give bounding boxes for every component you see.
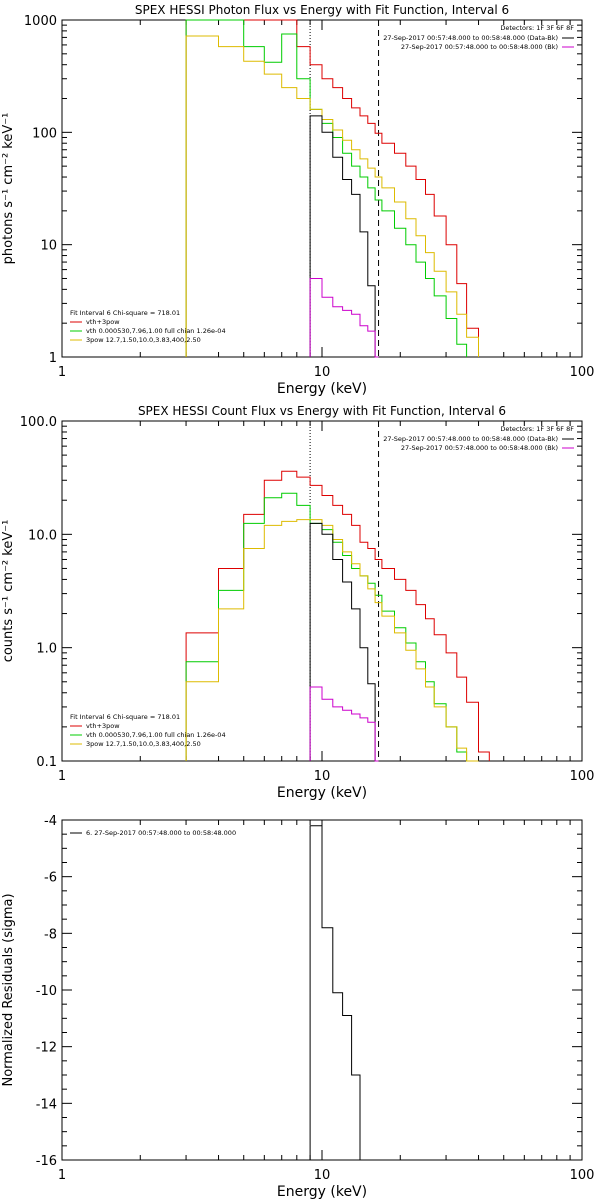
legend-fit-header: Fit Interval 6 Chi-square = 718.01 bbox=[70, 713, 180, 721]
legend-entry: 3pow 12.7,1.50,10.0,3.83,400,2.50 bbox=[86, 336, 201, 344]
y-tick-label: -12 bbox=[36, 1041, 57, 1056]
series-1-step-line bbox=[185, 19, 468, 357]
y-tick-label: 0.1 bbox=[36, 755, 57, 770]
panel-count-flux: SPEX HESSI Count Flux vs Energy with Fit… bbox=[1, 404, 594, 801]
series-2-step-line bbox=[185, 35, 479, 357]
y-tick-label: -8 bbox=[44, 927, 57, 942]
y-tick-label: 10.0 bbox=[28, 528, 57, 543]
x-tick-label: 1 bbox=[58, 769, 66, 784]
x-tick-label: 100 bbox=[570, 769, 595, 784]
series-3-step-line bbox=[309, 522, 379, 762]
y-axis-label: counts s⁻¹ cm⁻² keV⁻¹ bbox=[1, 520, 16, 663]
series-3-step-line bbox=[309, 115, 379, 358]
y-tick-label: 100 bbox=[32, 126, 57, 141]
legend-detectors: Detectors: 1F 3F 6F 8F bbox=[500, 24, 574, 32]
x-axis-label: Energy (keV) bbox=[277, 785, 367, 801]
y-tick-label: 100.0 bbox=[20, 415, 57, 430]
y-tick-label: 10 bbox=[40, 239, 57, 254]
series-4-step-line bbox=[309, 686, 379, 762]
y-tick-label: -16 bbox=[36, 1154, 57, 1169]
y-tick-label: -10 bbox=[36, 984, 57, 999]
y-tick-label: 1 bbox=[49, 351, 57, 366]
y-tick-label: -6 bbox=[44, 871, 57, 886]
x-tick-label: 100 bbox=[570, 365, 595, 380]
legend-entry: vth 0.000530,7.96,1.00 full chian 1.26e-… bbox=[86, 327, 226, 335]
legend-entry: vth+3pow bbox=[86, 318, 120, 326]
y-tick-label: 1.0 bbox=[36, 642, 57, 657]
x-tick-label: 10 bbox=[314, 769, 331, 784]
x-axis-label: Energy (keV) bbox=[277, 381, 367, 397]
y-axis-label: photons s⁻¹ cm⁻² keV⁻¹ bbox=[1, 113, 16, 265]
legend-fit-header: Fit Interval 6 Chi-square = 718.01 bbox=[70, 309, 180, 317]
series-2-step-line bbox=[185, 519, 479, 762]
legend-entry: 3pow 12.7,1.50,10.0,3.83,400,2.50 bbox=[86, 740, 201, 748]
x-tick-label: 10 bbox=[314, 365, 331, 380]
y-tick-label: 1000 bbox=[24, 14, 57, 29]
x-axis-label: Energy (keV) bbox=[277, 1184, 367, 1200]
chart-title: SPEX HESSI Photon Flux vs Energy with Fi… bbox=[135, 3, 509, 17]
y-axis-label: Normalized Residuals (sigma) bbox=[1, 893, 16, 1086]
series-0-step-line bbox=[185, 19, 479, 357]
legend-entry: 6. 27-Sep-2017 00:57:48.000 to 00:58:48.… bbox=[86, 829, 236, 837]
legend-entry: 27-Sep-2017 00:57:48.000 to 00:58:48.000… bbox=[401, 43, 558, 51]
y-tick-label: -14 bbox=[36, 1097, 57, 1112]
legend-entry: vth+3pow bbox=[86, 722, 120, 730]
legend-entry: 27-Sep-2017 00:57:48.000 to 00:58:48.000… bbox=[401, 444, 558, 452]
legend-entry: vth 0.000530,7.96,1.00 full chian 1.26e-… bbox=[86, 731, 226, 739]
x-tick-label: 100 bbox=[570, 1168, 595, 1183]
series-0-step-line bbox=[185, 470, 490, 761]
x-tick-label: 1 bbox=[58, 1168, 66, 1183]
panel-residuals: 1 10 100 Energy (keV) -16 -14 -12 -10 -8 -6 -4 Norm… bbox=[1, 814, 594, 1200]
x-tick-label: 10 bbox=[314, 1168, 331, 1183]
legend-entry: 27-Sep-2017 00:57:48.000 to 00:58:48.000… bbox=[383, 435, 558, 443]
legend-entry: 27-Sep-2017 00:57:48.000 to 00:58:48.000… bbox=[383, 34, 558, 42]
x-tick-label: 1 bbox=[58, 365, 66, 380]
chart-title: SPEX HESSI Count Flux vs Energy with Fit… bbox=[138, 404, 506, 418]
panel-photon-flux: SPEX HESSI Photon Flux vs Energy with Fi… bbox=[1, 3, 594, 397]
series-0-step-line bbox=[309, 825, 379, 1161]
legend-detectors: Detectors: 1F 3F 6F 8F bbox=[500, 425, 574, 433]
series-4-step-line bbox=[309, 278, 379, 358]
y-tick-label: -4 bbox=[44, 814, 57, 829]
